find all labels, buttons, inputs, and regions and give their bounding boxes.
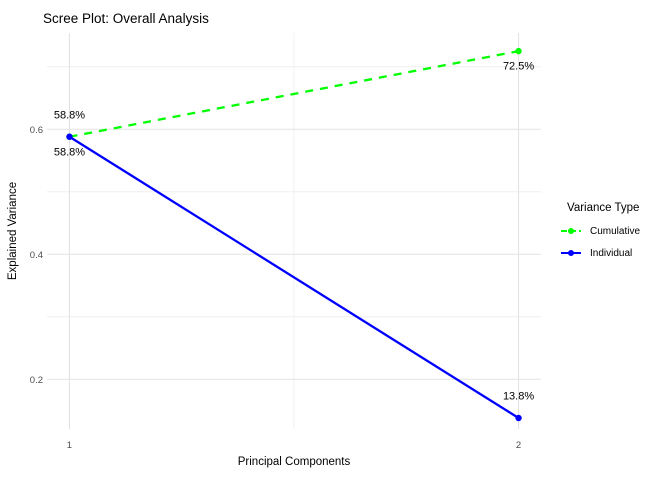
data-point-individual: [66, 133, 73, 140]
y-tick-label: 0.4: [30, 250, 43, 261]
legend-item-cumulative: Cumulative: [561, 224, 640, 238]
series-line-individual: [68, 135, 520, 419]
series-line-cumulative: [69, 49, 519, 138]
legend: Variance Type Cumulative Individual: [561, 202, 640, 268]
cumulative-dashed-line-key-icon: [561, 228, 581, 234]
value-label: 58.8%: [54, 109, 85, 121]
individual-solid-line-key-icon: [561, 250, 581, 256]
legend-label-cumulative: Cumulative: [590, 225, 641, 237]
legend-title: Variance Type: [567, 202, 640, 214]
y-tick-label: 0.2: [30, 375, 43, 386]
legend-item-individual: Individual: [561, 246, 640, 260]
legend-label-individual: Individual: [590, 247, 633, 259]
x-tick-label: 1: [67, 440, 72, 451]
data-point-individual: [515, 414, 522, 422]
x-axis-title: Principal Components: [237, 456, 351, 468]
value-label: 58.8%: [54, 146, 85, 158]
x-tick-label: 2: [516, 440, 521, 451]
y-axis-title: Explained Variance: [7, 181, 19, 281]
plot-title: Scree Plot: Overall Analysis: [43, 11, 209, 26]
value-label: 72.5%: [503, 61, 534, 73]
y-tick-label: 0.6: [30, 125, 43, 136]
value-label: 13.8%: [503, 391, 534, 403]
data-point-cumulative: [515, 47, 522, 55]
